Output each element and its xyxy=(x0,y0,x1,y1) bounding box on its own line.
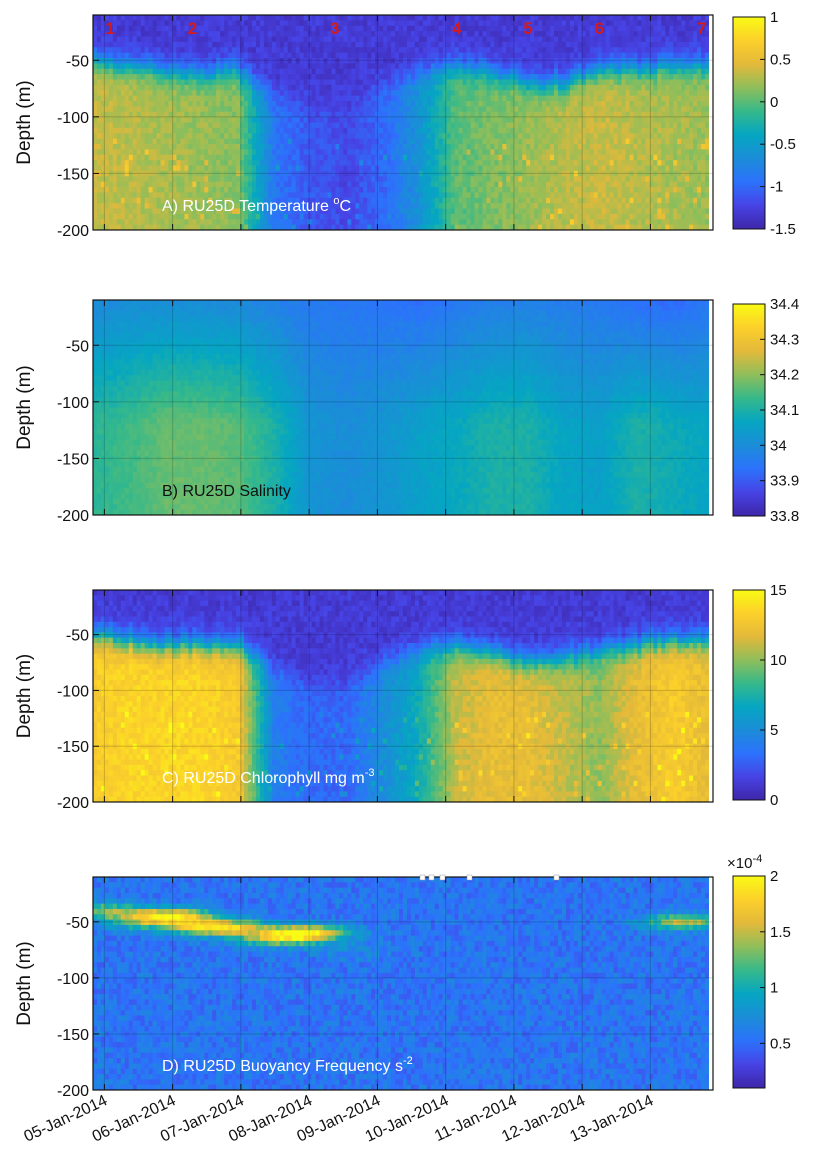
colorbar-tick-label: 1.5 xyxy=(770,924,791,941)
station-label: 7 xyxy=(697,19,706,38)
station-label: 4 xyxy=(452,19,462,38)
heatmap-field xyxy=(93,590,709,802)
y-tick-label: -150 xyxy=(57,451,89,468)
station-label: 5 xyxy=(523,19,532,38)
axes-frame xyxy=(92,876,714,1091)
station-label: 3 xyxy=(330,19,339,38)
y-tick-label: -50 xyxy=(66,338,89,355)
grid xyxy=(93,300,713,515)
y-tick-label: -50 xyxy=(66,628,89,645)
colorbar-tick-label: 10 xyxy=(770,652,787,669)
axes-frame xyxy=(92,299,714,516)
colorbar: 1 0.5 0 -0.5 -1 -1.5 xyxy=(732,9,796,238)
station-label: 1 xyxy=(105,19,114,38)
colorbar-gradient xyxy=(732,589,766,801)
colorbar-tick-label: -0.5 xyxy=(770,136,796,153)
missing-data-marker xyxy=(466,874,473,881)
y-tick-label: -50 xyxy=(66,915,89,932)
station-label: 6 xyxy=(595,19,604,38)
colorbar-gradient xyxy=(732,16,766,230)
y-tick-label: -100 xyxy=(57,395,89,412)
colorbar-multiplier: ×10-4 xyxy=(727,853,762,872)
heatmap-field xyxy=(93,15,709,230)
y-tick-label: -100 xyxy=(57,971,89,988)
colorbar-tick-label: 33.8 xyxy=(770,508,799,525)
y-tick-label: -150 xyxy=(57,1027,89,1044)
colorbar-tick-label: 34 xyxy=(770,437,787,454)
colorbar-tick-label: 34.2 xyxy=(770,367,799,384)
colorbar: 34.4 34.3 34.2 34.1 34 33.9 33.8 xyxy=(732,296,799,525)
colorbar-gradient xyxy=(732,303,766,517)
y-tick-label: -200 xyxy=(57,1083,89,1100)
y-tick-label: -150 xyxy=(57,166,89,183)
y-axis-label: Depth (m) xyxy=(14,80,35,164)
colorbar-tick-label: 5 xyxy=(770,722,778,739)
y-tick-label: -200 xyxy=(57,508,89,525)
y-axis-label: Depth (m) xyxy=(14,941,35,1025)
missing-data-marker xyxy=(419,874,426,881)
heatmap-field xyxy=(93,300,709,515)
colorbar-tick-label: 0.5 xyxy=(770,1035,791,1052)
colorbar-tick-label: 2 xyxy=(770,868,778,885)
heatmap-field xyxy=(93,877,709,1090)
colorbar-tick-label: 15 xyxy=(770,582,787,599)
panel-title: A) RU25D Temperature oC xyxy=(162,195,351,215)
axes-frame xyxy=(92,589,714,803)
panel-2: -50 -100 -150 -200 Depth (m) B) RU25D Salinit… xyxy=(14,296,799,525)
colorbar-tick-label: 34.4 xyxy=(770,296,799,313)
panel-title: B) RU25D Salinity xyxy=(162,483,291,500)
station-label: 2 xyxy=(188,19,197,38)
colorbar-tick-label: -1 xyxy=(770,179,783,196)
y-tick-label: -150 xyxy=(57,739,89,756)
panel-4: -50 -100 -150 -200 Depth (m) D) RU25D Buoyanc… xyxy=(14,853,791,1100)
panel-title: D) RU25D Buoyancy Frequency s-2 xyxy=(162,1055,413,1075)
y-tick-label: -100 xyxy=(57,683,89,700)
grid xyxy=(93,877,713,1090)
colorbar-tick-label: -1.5 xyxy=(770,221,796,238)
missing-data-marker xyxy=(439,874,446,881)
colorbar-tick-label: 34.1 xyxy=(770,402,799,419)
y-tick-label: -50 xyxy=(66,53,89,70)
y-axis-label: Depth (m) xyxy=(14,365,35,449)
colorbar-tick-label: 34.3 xyxy=(770,331,799,348)
x-axis-labels: 05-Jan-201406-Jan-201407-Jan-201408-Jan-… xyxy=(21,1092,656,1145)
colorbar-tick-label: 33.9 xyxy=(770,473,799,490)
panel-3: -50 -100 -150 -200 Depth (m) C) RU25D Chlorop… xyxy=(14,582,787,812)
grid xyxy=(93,15,713,230)
colorbar-gradient xyxy=(732,875,766,1089)
y-tick-label: -200 xyxy=(57,795,89,812)
grid xyxy=(93,590,713,802)
y-tick-label: -100 xyxy=(57,110,89,127)
y-tick-label: -200 xyxy=(57,223,89,240)
missing-data-marker xyxy=(553,874,560,881)
colorbar: 15 10 5 0 xyxy=(732,582,787,809)
colorbar-tick-label: 1 xyxy=(770,9,778,26)
missing-data-marker xyxy=(428,874,435,881)
colorbar-tick-label: 0 xyxy=(770,94,778,111)
colorbar-tick-label: 0.5 xyxy=(770,51,791,68)
y-axis-label: Depth (m) xyxy=(14,654,35,738)
colorbar-tick-label: 0 xyxy=(770,792,778,809)
axes-frame xyxy=(92,14,714,231)
colorbar: 2 1.5 1 0.5 ×10-4 xyxy=(727,853,791,1089)
panel-title: C) RU25D Chlorophyll mg m-3 xyxy=(162,767,375,787)
colorbar-tick-label: 1 xyxy=(770,980,778,997)
